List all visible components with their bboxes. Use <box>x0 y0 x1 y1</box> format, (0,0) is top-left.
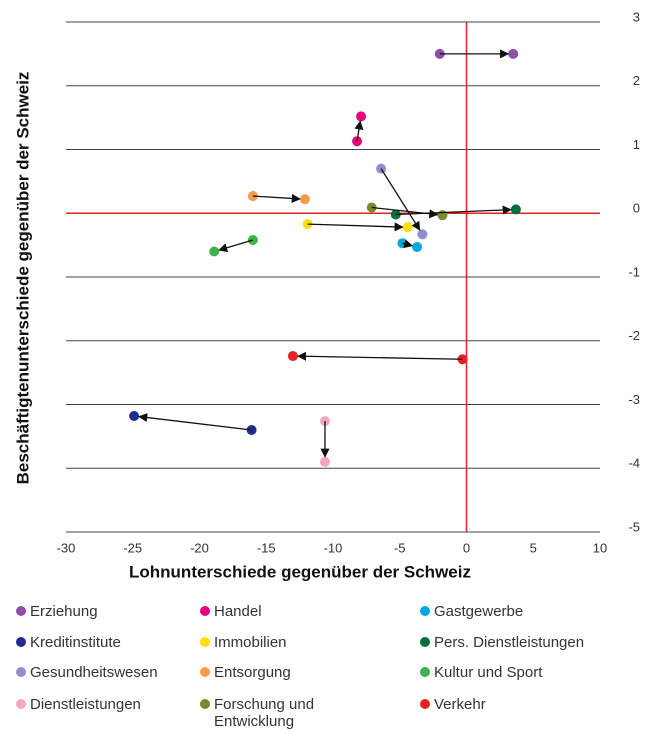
point <box>299 194 310 205</box>
arrow <box>252 193 301 203</box>
legend-label: Dienstleistungen <box>30 696 141 713</box>
y-tick-label: 1 <box>633 137 640 152</box>
y-tick-label: -4 <box>628 456 640 471</box>
point <box>510 204 521 215</box>
legend-marker <box>16 699 26 709</box>
x-tick-label: -30 <box>57 540 76 555</box>
point <box>356 111 367 122</box>
legend-marker <box>420 699 430 709</box>
legend-label: Immobilien <box>214 634 287 651</box>
y-tick-label: -2 <box>628 328 640 343</box>
legend-marker <box>200 667 210 677</box>
legend-label: Erziehung <box>30 603 98 620</box>
legend-marker <box>16 606 26 616</box>
arrow <box>402 239 414 249</box>
x-axis-title: Lohnunterschiede gegenüber der Schweiz <box>129 562 471 581</box>
y-axis-title: Beschäftigtenunterschiede gegenüber der … <box>13 72 32 485</box>
legend-label: Handel <box>214 603 262 620</box>
legend-marker <box>16 667 26 677</box>
legend-label: Verkehr <box>434 696 486 713</box>
x-tick-label: 5 <box>530 540 537 555</box>
legend-marker <box>200 606 210 616</box>
legend-marker <box>420 667 430 677</box>
point <box>417 229 428 240</box>
y-tick-label: -1 <box>628 264 640 279</box>
x-tick-label: -15 <box>257 540 276 555</box>
legend-marker <box>200 699 210 709</box>
point <box>508 48 519 59</box>
x-tick-label: -20 <box>190 540 209 555</box>
arrow <box>395 205 512 216</box>
arrow <box>138 413 252 431</box>
legend-label: Kreditinstitute <box>30 634 121 651</box>
legend-label: Pers. Dienstleistungen <box>434 634 585 651</box>
point <box>209 246 220 257</box>
point <box>402 222 413 233</box>
arrow <box>297 351 463 361</box>
x-tick-label: -25 <box>123 540 142 555</box>
legend-label: Gastgewerbe <box>434 603 524 620</box>
point <box>129 410 140 421</box>
legend-marker <box>200 637 210 647</box>
y-tick-label: 3 <box>633 9 640 24</box>
arrow <box>218 239 254 253</box>
y-tick-label: 2 <box>633 73 640 88</box>
arrow <box>371 206 439 219</box>
point <box>412 242 423 253</box>
point <box>287 351 298 362</box>
legend-marker <box>420 637 430 647</box>
x-tick-label: 10 <box>593 540 607 555</box>
arrow <box>307 222 404 232</box>
legend-label: Gesundheitswesen <box>30 664 158 681</box>
x-tick-label: 0 <box>463 540 470 555</box>
arrow <box>354 120 364 142</box>
legend-marker <box>420 606 430 616</box>
legend-label: Entsorgung <box>214 664 291 681</box>
point <box>437 210 448 221</box>
legend-label: Forschung und Entwicklung <box>214 696 315 730</box>
point <box>319 456 330 467</box>
legend-marker <box>16 637 26 647</box>
legend: Erziehung Handel Gastgewerbe Kreditinstitut… <box>0 598 656 730</box>
chart: Lohnunterschiede gegenüber der Schweiz B… <box>13 9 640 581</box>
x-tick-label: -5 <box>394 540 406 555</box>
legend-label: Kultur und Sport <box>434 664 543 681</box>
arrow <box>380 168 421 231</box>
y-tick-label: -3 <box>628 392 640 407</box>
x-tick-label: -10 <box>324 540 343 555</box>
y-tick-label: -5 <box>628 519 640 534</box>
y-tick-label: 0 <box>633 201 640 216</box>
